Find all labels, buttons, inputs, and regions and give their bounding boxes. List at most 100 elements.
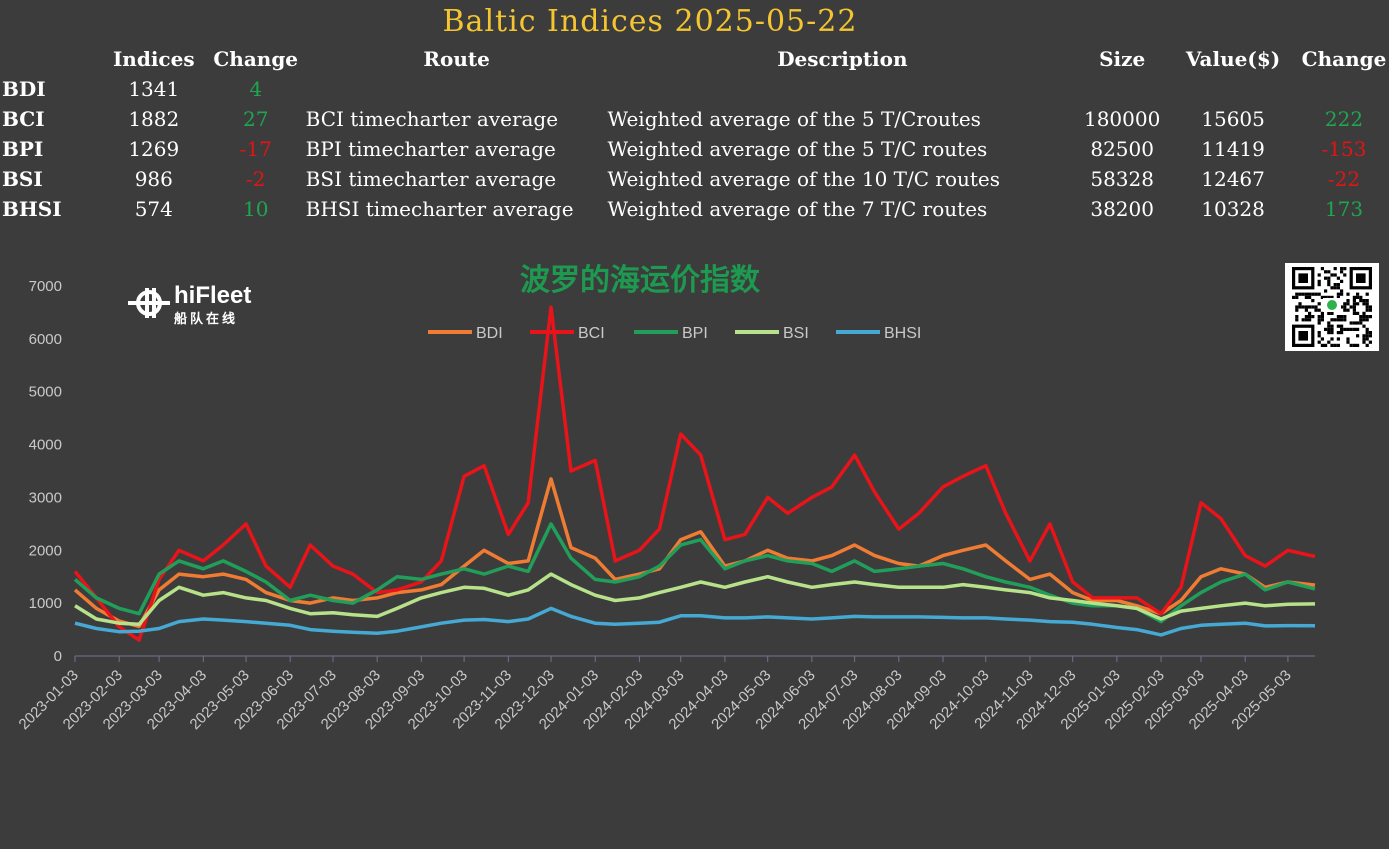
cell-change: -2 [245, 167, 266, 191]
qr-module [1349, 321, 1353, 325]
cell-value: 15605 [1201, 107, 1265, 131]
hifleet-logo: hiFleet 船队在线 [126, 282, 251, 333]
qr-module [1336, 295, 1340, 299]
qr-module [1362, 315, 1366, 319]
qr-module [1362, 334, 1366, 338]
qr-module [1330, 324, 1334, 328]
qr-module [1304, 308, 1308, 312]
qr-module [1304, 315, 1308, 319]
qr-module [1320, 311, 1324, 315]
qr-module [1356, 327, 1360, 331]
y-tick-label: 4000 [29, 437, 62, 454]
cell-vchange: -22 [1327, 167, 1361, 191]
qr-module [1301, 318, 1305, 322]
cell-change: 10 [242, 197, 269, 221]
qr-module [1346, 302, 1350, 306]
qr-module [1327, 283, 1331, 287]
logo-subtitle: 船队在线 [174, 312, 239, 327]
qr-module [1368, 334, 1372, 338]
table-row: BPI 1269 -17 BPI timecharter average Weighte… [2, 134, 1389, 164]
qr-module [1317, 283, 1321, 287]
cell-index: 1341 [128, 77, 180, 101]
qr-module [1317, 340, 1321, 344]
cell-value: 12467 [1201, 167, 1265, 191]
qr-module [1365, 302, 1369, 306]
header-value: Value($) [1185, 47, 1281, 71]
table-row: BHSI 574 10 BHSI timecharter average Weighte… [2, 194, 1389, 224]
cell-route: BSI timecharter average [305, 167, 557, 191]
qr-module [1336, 318, 1340, 322]
qr-module [1368, 340, 1372, 344]
legend-label-bhsi: BHSI [884, 325, 921, 342]
qr-module [1320, 318, 1324, 322]
qr-module [1359, 299, 1363, 303]
qr-module [1346, 327, 1350, 331]
qr-module [1317, 273, 1321, 277]
header-change: Change [213, 47, 299, 71]
hifleet-logo-icon [128, 288, 170, 318]
legend-label-bpi: BPI [682, 325, 708, 342]
qr-module [1295, 292, 1299, 296]
qr-module [1336, 324, 1340, 328]
qr-module [1352, 305, 1356, 309]
qr-module [1308, 305, 1312, 309]
qr-module [1340, 318, 1344, 322]
table-row: BCI 1882 27 BCI timecharter average Weighted… [2, 104, 1389, 134]
qr-code[interactable] [1285, 263, 1379, 351]
qr-module [1320, 337, 1324, 341]
qr-module [1333, 318, 1337, 322]
series-line-bdi [73, 477, 1316, 629]
cell-route: BCI timecharter average [305, 107, 559, 131]
qr-module [1308, 295, 1312, 299]
qr-module [1340, 270, 1344, 274]
qr-module [1362, 311, 1366, 315]
qr-module [1365, 343, 1369, 347]
qr-module [1365, 315, 1369, 319]
cell-desc: Weighted average of the 5 T/C routes [607, 137, 988, 161]
qr-center-icon [1327, 300, 1337, 310]
qr-module [1340, 289, 1344, 293]
cell-value: 11419 [1201, 137, 1265, 161]
qr-module [1359, 318, 1363, 322]
header-value-change: Change [1301, 47, 1387, 71]
qr-module [1295, 308, 1299, 312]
qr-module [1317, 308, 1321, 312]
qr-module [1330, 331, 1334, 335]
qr-module [1304, 295, 1308, 299]
qr-module [1343, 302, 1347, 306]
y-tick-label: 0 [54, 648, 62, 665]
qr-module [1362, 340, 1366, 344]
qr-module [1365, 337, 1369, 341]
qr-module [1343, 308, 1347, 312]
qr-module [1349, 305, 1353, 309]
table-row: BDI 1341 4 [2, 74, 1389, 104]
qr-module [1336, 283, 1340, 287]
qr-module [1292, 295, 1296, 299]
qr-module [1346, 292, 1350, 296]
qr-module [1295, 305, 1299, 309]
qr-module [1301, 305, 1305, 309]
qr-module [1327, 331, 1331, 335]
cell-desc: Weighted average of the 7 T/C routes [607, 197, 988, 221]
qr-module [1320, 267, 1324, 271]
qr-module [1349, 327, 1353, 331]
qr-module [1330, 327, 1334, 331]
qr-module [1324, 295, 1328, 299]
qr-module [1324, 270, 1328, 274]
qr-module [1365, 299, 1369, 303]
qr-module [1365, 292, 1369, 296]
cell-index: 574 [134, 197, 173, 221]
qr-module [1317, 334, 1321, 338]
cell-size: 38200 [1090, 197, 1154, 221]
qr-module [1308, 292, 1312, 296]
qr-module [1330, 295, 1334, 299]
cell-route: BPI timecharter average [305, 137, 556, 161]
qr-module [1320, 315, 1324, 319]
qr-module [1330, 311, 1334, 315]
qr-module [1317, 315, 1321, 319]
header-description: Description [777, 47, 908, 71]
qr-module [1340, 315, 1344, 319]
y-tick-label: 5000 [29, 384, 62, 401]
y-tick-label: 1000 [29, 595, 62, 612]
cell-index: 1269 [128, 137, 180, 161]
